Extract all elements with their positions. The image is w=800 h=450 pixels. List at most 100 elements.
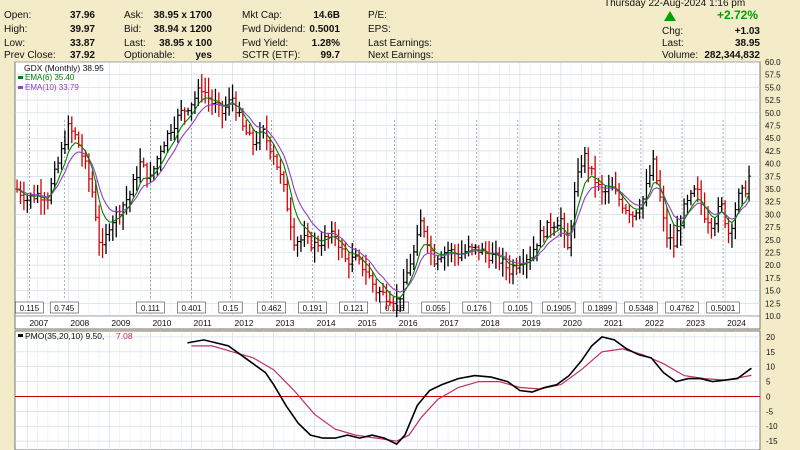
price-tick-label: 20.0 [765,261,781,270]
legend-ema6: EMA(6) 35.40 [25,73,75,82]
price-tick-label: 40.0 [765,160,781,169]
price-tick-label: 27.5 [765,223,781,232]
volume-label: Volume: [662,50,699,61]
legend-ema10-swatch [18,86,23,89]
price-tick-label: 12.5 [765,299,781,308]
dividend-label: 0.401 [181,304,202,313]
change-value: +1.03 [734,26,760,37]
sctr-label: SCTR (ETF): [242,50,301,61]
eps-label: EPS: [368,24,391,35]
dividend-label: 0.1905 [547,304,572,313]
prev-close-value: 37.92 [69,50,95,61]
fwd-yield-value: 1.28% [311,38,340,49]
year-tick-label: 2020 [563,318,582,328]
dividend-label: 0.15 [223,304,239,313]
price-tick-label: 45.0 [765,134,781,143]
year-tick-label: 2022 [645,318,664,328]
dividend-box [339,301,368,314]
fwd-dividend-label: Fwd Dividend: [242,24,306,35]
volume-value: 282,344,832 [704,50,760,61]
dividend-box [15,301,44,314]
last-price-label: Last: [662,38,684,49]
year-tick-label: 2019 [522,318,541,328]
last-earnings-label: Last Earnings: [368,38,432,49]
price-tick-label: 55.0 [765,83,781,92]
bid-label: Bid: [124,24,142,35]
pmo-legend-swatch [18,334,23,337]
dividend-box [298,301,327,314]
price-tick-label: 17.5 [765,274,781,283]
up-triangle-icon [664,11,676,21]
price-tick-label: 52.5 [765,96,781,105]
year-tick-label: 2008 [70,318,89,328]
legend-symbol: GDX (Monthly) 38.95 [24,63,104,73]
dividend-box [257,301,286,314]
dividend-box [706,301,740,314]
open-value: 37.96 [69,10,95,21]
dividend-box [380,301,409,314]
quote-header: Open: 37.96 High: 39.97 Low: 33.87 Prev … [0,0,800,62]
year-tick-label: 2017 [440,318,459,328]
dividend-label: 0.115 [20,304,40,313]
year-tick-label: 2011 [194,318,213,328]
pmo-tick-label: -10 [766,422,778,431]
pmo-panel-bg [14,330,761,450]
year-tick-label: 2021 [604,318,623,328]
price-tick-label: 30.0 [765,210,781,219]
dividend-label: 0.745 [54,304,75,313]
dividend-box [624,301,658,314]
pmo-tick-label: -5 [766,407,774,416]
dividend-label: 0.4762 [670,304,695,313]
year-tick-label: 2007 [29,318,48,328]
year-tick-label: 2014 [317,318,336,328]
pmo-tick-label: 0 [766,392,771,401]
pmo-tick-label: 10 [766,363,775,372]
pmo-line [187,336,752,446]
year-tick-label: 2016 [399,318,418,328]
dividend-label: 0.191 [303,304,324,313]
dividend-box [583,301,617,314]
dividend-box [503,301,533,314]
price-tick-label: 22.5 [765,249,781,258]
pe-label: P/E: [368,10,387,21]
mkt-cap-label: Mkt Cap: [242,10,283,21]
dividend-box [177,301,206,314]
price-tick-label: 37.5 [765,172,781,181]
year-tick-label: 2009 [111,318,130,328]
change-label: Chg: [662,26,684,37]
legend-ema6-swatch [18,76,23,79]
dividend-box [136,301,165,314]
change-percent: +2.72% [716,8,758,22]
optionable-label: Optionable: [124,50,176,61]
pmo-legend: PMO(35,20,10) 9.50, [25,331,104,341]
dividend-box [542,301,576,314]
price-tick-label: 35.0 [765,185,781,194]
pmo-tick-label: -15 [766,437,778,446]
dividend-label: 0.055 [426,304,447,313]
dividend-box [665,301,699,314]
price-tick-label: 60.0 [765,58,781,67]
year-tick-label: 2013 [276,318,295,328]
quote-date: Thursday 22-Aug-2024 1:16 pm [604,0,746,9]
pmo-signal-legend: 7.08 [116,331,133,341]
dividend-label: 0.1899 [588,304,613,313]
prev-close-label: Prev Close: [4,50,56,61]
dividend-label: 0.121 [344,304,365,313]
dividend-label: 0.462 [262,304,283,313]
ema6-line [16,97,750,299]
dividend-box [49,301,79,314]
fwd-dividend-value: 0.5001 [309,24,340,35]
last-value: 38.95 x 100 [159,38,212,49]
year-tick-label: 2012 [235,318,254,328]
dividend-box [462,301,492,314]
price-tick-label: 25.0 [765,236,781,245]
year-tick-label: 2015 [358,318,377,328]
high-label: High: [4,24,28,35]
dividend-label: 0.5001 [711,304,736,313]
low-label: Low: [4,38,26,49]
ask-label: Ask: [124,10,144,21]
price-tick-label: 32.5 [765,198,781,207]
low-value: 33.87 [69,38,95,49]
bid-value: 38.94 x 1200 [153,24,212,35]
